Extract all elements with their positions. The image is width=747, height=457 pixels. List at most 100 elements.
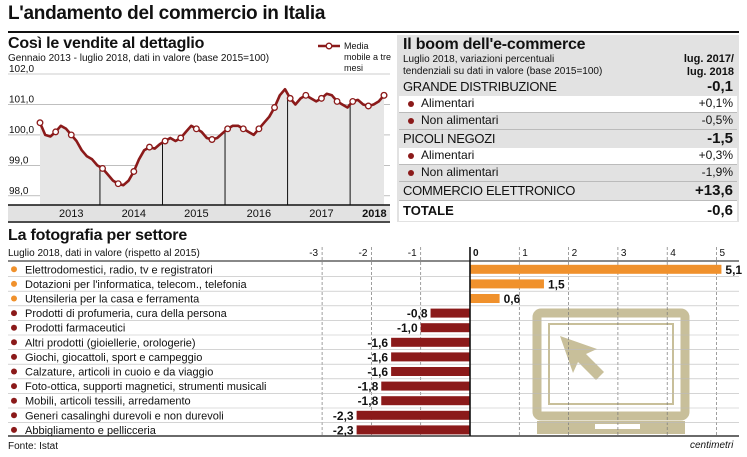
sector-value-label: -1,6 — [367, 365, 388, 379]
ecommerce-title: Il boom dell'e-commerce — [403, 36, 586, 53]
sector-bar — [391, 352, 470, 362]
retail-legend-label: Media mobile a tre mesi — [344, 41, 392, 73]
sector-category-label: Elettrodomestici, radio, tv e registrato… — [25, 264, 213, 276]
sector-category-label: Dotazioni per l'informatica, telecom., t… — [25, 279, 247, 291]
retail-ytick-label: 101,0 — [9, 94, 34, 105]
retail-year-axis-band — [8, 205, 390, 221]
ecommerce-row-label: PICOLI NEGOZI — [403, 131, 496, 146]
ecommerce-row-value: -0,1 — [707, 78, 733, 95]
retail-data-point — [99, 164, 106, 172]
sector-value-label: -1,0 — [397, 321, 418, 335]
bullet-icon — [408, 153, 414, 159]
retail-ytick-label: 102,0 — [9, 64, 34, 75]
brand-logo-text: centimetri — [690, 440, 734, 451]
ecommerce-subtitle-1: Luglio 2018, variazioni percentuali — [403, 54, 555, 65]
retail-year-label: 2017 — [309, 208, 333, 220]
sector-value-label: -2,3 — [333, 409, 354, 423]
ecommerce-col-header-1: lug. 2017/ — [683, 53, 734, 65]
sector-bullet-icon — [11, 280, 17, 287]
sector-bar — [420, 323, 470, 333]
ecommerce-row-value: -0,5% — [701, 113, 733, 127]
sector-category-label: Mobili, articoli tessili, arredamento — [25, 396, 191, 408]
retail-data-point — [146, 143, 153, 151]
sector-bullet-icon — [11, 295, 17, 302]
computer-slot-icon — [595, 424, 640, 429]
sector-bullet-icon — [11, 426, 17, 433]
sector-bar — [470, 294, 500, 303]
sector-value-label: 5,1 — [725, 263, 742, 277]
sector-xtick-label: -1 — [408, 248, 417, 259]
sector-category-label: Prodotti di profumeria, cura della perso… — [25, 308, 228, 320]
sector-category-label: Altri prodotti (gioiellerie, orologerie) — [25, 337, 196, 349]
sector-bar — [381, 381, 470, 391]
retail-data-point — [318, 94, 325, 102]
sector-value-label: -1,8 — [358, 380, 379, 394]
title-rule — [8, 31, 739, 33]
ecommerce-row-value: +0,3% — [698, 148, 733, 162]
sector-category-label: Generi casalinghi durevoli e non durevol… — [25, 410, 224, 422]
ecommerce-row-label: Non alimentari — [421, 165, 499, 179]
ecommerce-row-value: +0,1% — [698, 96, 733, 110]
sector-bar — [381, 396, 470, 406]
sector-bar — [356, 425, 470, 435]
sector-xtick-label: 3 — [621, 248, 627, 259]
sector-bar — [391, 337, 470, 347]
source-note: Fonte: Istat — [8, 441, 59, 452]
retail-data-point — [161, 137, 169, 145]
retail-data-point — [114, 180, 122, 188]
bullet-icon — [408, 101, 414, 107]
sector-bar — [356, 410, 470, 420]
sector-value-label: -1,8 — [358, 394, 379, 408]
retail-data-point — [224, 125, 232, 133]
sector-value-label: -1,6 — [367, 336, 388, 350]
retail-chart-subtitle: Gennaio 2013 - luglio 2018, dati in valo… — [8, 53, 270, 64]
ecommerce-row-label: Non alimentari — [421, 113, 499, 127]
retail-ytick-label: 99,0 — [9, 155, 29, 166]
sector-bullet-icon — [11, 310, 17, 317]
ecommerce-row: TOTALE -0,6 — [399, 201, 737, 221]
sector-bullet-icon — [11, 324, 17, 331]
main-title: L'andamento del commercio in Italia — [8, 3, 326, 24]
ecommerce-row-label: Alimentari — [421, 96, 475, 110]
sector-chart-subtitle: Luglio 2018, dati in valore (rispetto al… — [8, 248, 200, 259]
retail-data-point — [239, 125, 247, 133]
sector-bullet-icon — [11, 383, 17, 390]
retail-area — [40, 89, 384, 205]
ecommerce-row: Alimentari +0,3% — [399, 148, 737, 165]
sector-bar — [391, 367, 470, 376]
ecommerce-row-value: +13,6 — [695, 182, 733, 199]
sector-value-label: -0,8 — [407, 307, 428, 321]
retail-data-point — [271, 104, 278, 111]
sector-bar — [470, 264, 722, 274]
retail-data-point — [255, 125, 263, 133]
brand-logo: centimetri — [690, 440, 733, 451]
sector-xtick-label: 4 — [670, 248, 676, 259]
ecommerce-subtitle-2: tendenziali su dati in valore (base 2015… — [403, 66, 603, 77]
retail-data-point — [364, 102, 372, 110]
cursor-arrow-icon — [560, 336, 604, 380]
ecommerce-panel — [397, 35, 739, 222]
retail-data-point — [52, 128, 60, 136]
ecommerce-row-label: TOTALE — [403, 203, 454, 218]
retail-data-point — [302, 91, 310, 99]
sector-bullet-icon — [11, 397, 17, 404]
sector-bullet-icon — [11, 339, 17, 346]
retail-year-label: 2016 — [247, 208, 271, 220]
retail-year-label: 2013 — [59, 208, 83, 220]
sector-xtick-label: -3 — [309, 248, 318, 259]
sector-xtick-label: 1 — [522, 248, 528, 259]
sector-value-label: 0,6 — [504, 292, 521, 306]
retail-ytick-label: 100,0 — [9, 125, 34, 136]
retail-data-point — [380, 91, 388, 99]
retail-data-point — [208, 136, 216, 143]
sector-chart-title: La fotografia per settore — [8, 227, 188, 244]
retail-ytick-label: 98,0 — [9, 186, 29, 197]
retail-chart-title: Così le vendite al dettaglio — [8, 35, 205, 52]
sector-xtick-label: -2 — [358, 248, 367, 259]
sector-xtick-label: 0 — [473, 248, 479, 259]
bullet-icon — [408, 118, 414, 124]
sector-value-label: 1,5 — [548, 277, 565, 291]
